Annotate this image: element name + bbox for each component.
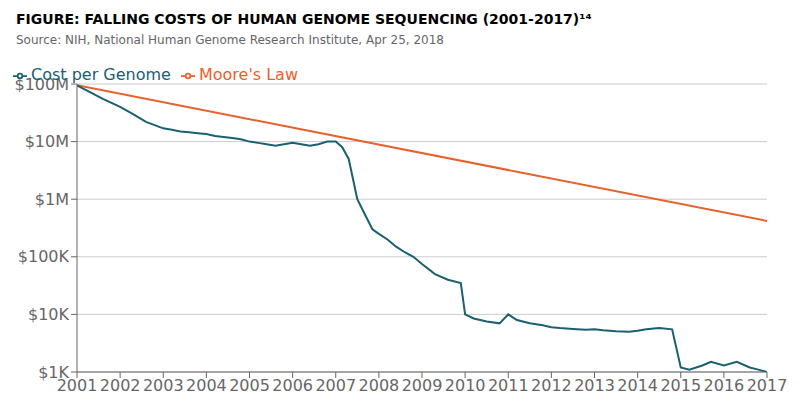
svg-text:2002: 2002	[100, 376, 141, 395]
svg-text:$100K: $100K	[18, 247, 70, 266]
svg-text:2016: 2016	[704, 376, 745, 395]
svg-text:2015: 2015	[660, 376, 701, 395]
svg-text:2009: 2009	[402, 376, 443, 395]
svg-text:$100M: $100M	[14, 75, 69, 94]
svg-text:$1K: $1K	[38, 363, 69, 382]
svg-text:2014: 2014	[617, 376, 658, 395]
svg-text:2008: 2008	[359, 376, 400, 395]
svg-text:2012: 2012	[531, 376, 572, 395]
svg-text:2007: 2007	[315, 376, 356, 395]
svg-text:2004: 2004	[186, 376, 227, 395]
svg-text:2010: 2010	[445, 376, 486, 395]
svg-text:2013: 2013	[574, 376, 615, 395]
svg-text:$1M: $1M	[35, 190, 69, 209]
svg-text:2003: 2003	[143, 376, 184, 395]
svg-text:2017: 2017	[747, 376, 788, 395]
svg-text:2005: 2005	[229, 376, 270, 395]
svg-text:$10K: $10K	[28, 305, 70, 324]
svg-text:2011: 2011	[488, 376, 529, 395]
svg-text:2006: 2006	[272, 376, 313, 395]
svg-text:$10M: $10M	[25, 132, 69, 151]
